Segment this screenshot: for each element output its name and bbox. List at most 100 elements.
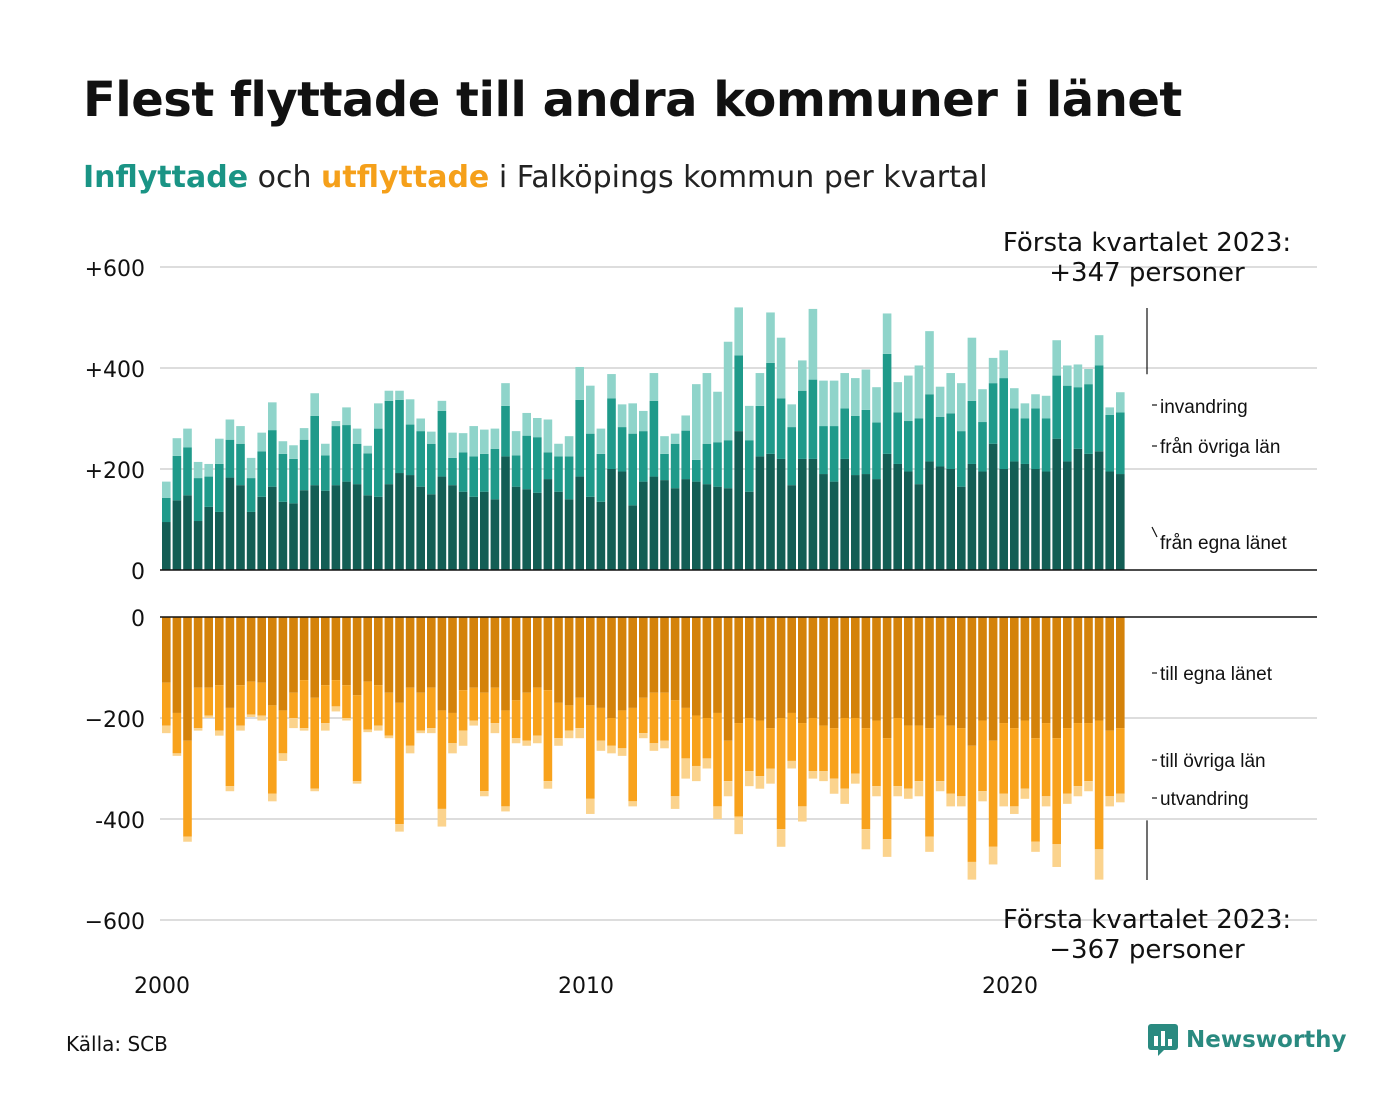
outflow-bar-segment	[872, 720, 881, 787]
inflow-bar-segment	[1063, 461, 1072, 570]
inflow-bar-segment	[490, 448, 500, 500]
inflow-bar-segment	[437, 400, 447, 411]
inflow-bar-segment	[342, 407, 351, 426]
outflow-bar-segment	[649, 617, 659, 693]
inflow-bar-segment	[988, 357, 998, 384]
inflow-bar-segment	[395, 399, 404, 474]
inflow-bar-segment	[1020, 403, 1030, 419]
outflow-bar-segment	[299, 728, 309, 731]
outflow-bar-segment	[533, 617, 542, 688]
inflow-bar-segment	[427, 494, 436, 570]
outflow-bar-segment	[904, 617, 913, 726]
outflow-bar-segment	[988, 617, 998, 741]
outflow-bar-segment	[957, 796, 966, 807]
outflow-bar-segment	[755, 617, 765, 721]
inflow-bar-segment	[363, 445, 372, 454]
outflow-bar-segment	[1116, 617, 1125, 729]
inflow-bar-segment	[999, 469, 1008, 570]
inflow-bar-segment	[808, 308, 818, 380]
inflow-bar-segment	[289, 458, 298, 504]
inflow-bar-segment	[172, 500, 182, 570]
inflow-bar-segment	[840, 408, 849, 459]
outflow-bar-segment	[935, 715, 945, 782]
inflow-bar-segment	[1073, 364, 1083, 388]
inflow-bar-segment	[225, 439, 235, 478]
outflow-bar-segment	[713, 712, 722, 807]
outflow-bar-segment	[1116, 793, 1125, 803]
inflow-bar-segment	[935, 416, 945, 467]
inflow-bar-segment	[872, 387, 881, 423]
inflow-bar-segment	[1116, 474, 1125, 570]
inflow-bar-segment	[882, 453, 892, 570]
outflow-bar-segment	[172, 753, 182, 756]
inflow-bar-segment	[533, 417, 542, 438]
inflow-bar-segment	[914, 418, 924, 485]
outflow-bar-segment	[204, 617, 213, 688]
inflow-bar-segment	[702, 373, 712, 444]
chart-title: Flest flyttade till andra kommuner i län…	[83, 72, 1182, 128]
outflow-bar-segment	[713, 806, 722, 819]
lower-annotation-label: Första kvartalet 2023:	[1003, 905, 1291, 935]
outflow-bar-segment	[564, 705, 574, 731]
outflow-bar-segment	[543, 690, 553, 782]
outflow-bar-segment	[215, 685, 224, 731]
inflow-bar-segment	[702, 484, 712, 570]
subtitle-rest: i Falköpings kommun per kvartal	[498, 160, 988, 195]
outflow-bar-segment	[448, 743, 457, 754]
inflow-bar-segment	[1041, 471, 1051, 570]
outflow-bar-segment	[193, 728, 203, 731]
inflow-bar-segment	[427, 431, 436, 444]
inflow-bar-segment	[172, 455, 182, 501]
outflow-bar-segment	[776, 718, 786, 830]
outflow-bar-segment	[776, 617, 786, 718]
inflow-bar-segment	[978, 389, 987, 423]
inflow-bar-segment	[522, 489, 531, 570]
inflow-bar-segment	[268, 486, 277, 570]
lower-segment-label: till egna länet	[1160, 664, 1273, 685]
inflow-bar-segment	[522, 412, 531, 436]
outflow-bar-segment	[1063, 617, 1072, 729]
inflow-bar-segment	[1052, 340, 1061, 376]
inflow-bar-segment	[988, 383, 998, 444]
inflow-bar-segment	[967, 400, 977, 464]
outflow-bar-segment	[808, 617, 818, 718]
inflow-bar-segment	[1094, 335, 1104, 366]
outflow-bar-segment	[236, 685, 245, 726]
inflow-bar-segment	[819, 474, 828, 570]
inflow-bar-segment	[268, 430, 277, 487]
outflow-bar-segment	[607, 617, 616, 718]
outflow-bar-segment	[1052, 844, 1061, 867]
inflow-bar-segment	[851, 415, 860, 476]
outflow-bar-segment	[946, 725, 955, 794]
inflow-bar-segment	[193, 521, 203, 570]
inflow-bar-segment	[278, 441, 288, 454]
outflow-bar-segment	[183, 617, 192, 741]
outflow-bar-segment	[321, 617, 330, 686]
inflow-bar-segment	[299, 439, 309, 491]
inflow-bar-segment	[639, 431, 648, 482]
inflow-bar-segment	[278, 453, 288, 502]
outflow-bar-segment	[1010, 728, 1019, 807]
lower-y-tick-label: -400	[95, 809, 145, 834]
inflow-bar-segment	[639, 481, 648, 570]
outflow-bar-segment	[427, 687, 436, 729]
inflow-bar-segment	[490, 428, 500, 449]
inflow-bar-segment	[437, 410, 447, 477]
outflow-bar-segment	[289, 692, 298, 718]
inflow-bar-segment	[670, 443, 680, 489]
outflow-bar-segment	[511, 617, 521, 701]
outflow-bar-segment	[511, 700, 521, 739]
inflow-bar-segment	[1063, 365, 1072, 386]
inflow-bar-segment	[501, 456, 510, 570]
inflow-bar-segment	[745, 405, 754, 441]
inflow-bar-segment	[236, 443, 245, 486]
outflow-bar-segment	[1105, 617, 1114, 731]
outflow-bar-segment	[893, 786, 902, 797]
outflow-bar-segment	[374, 725, 383, 731]
outflow-bar-segment	[257, 682, 266, 716]
inflow-bar-segment	[829, 481, 839, 570]
inflow-bar-segment	[723, 341, 733, 441]
inflow-bar-segment	[374, 496, 383, 570]
upper-annotation-value: +347 personer	[1049, 258, 1245, 288]
outflow-bar-segment	[586, 705, 595, 799]
